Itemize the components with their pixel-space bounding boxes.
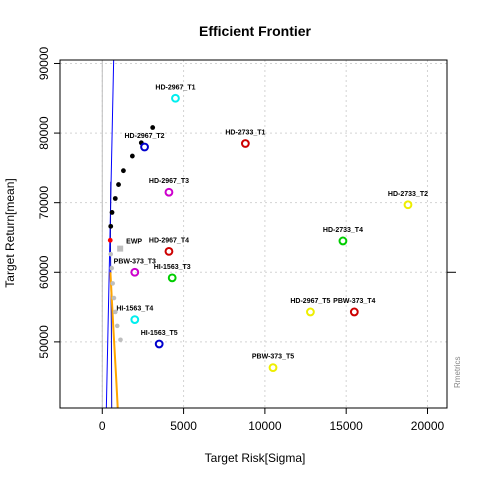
- asset-label: PBW-373_T4: [333, 298, 375, 305]
- asset-label: HI-1563_T4: [116, 306, 153, 313]
- asset-label: HI-1563_T3: [154, 264, 191, 271]
- x-tick-label: 5000: [170, 419, 197, 433]
- asset-point: [154, 339, 164, 349]
- y-axis-label: Target Return[mean]: [3, 178, 17, 287]
- asset-label: HD-2967_T1: [155, 84, 195, 91]
- y-tick-label: 60000: [37, 255, 51, 289]
- asset-point: [349, 307, 359, 317]
- inefficient-point: [109, 265, 115, 271]
- asset-point: [164, 247, 174, 256]
- asset-label: HD-2967_T5: [290, 298, 330, 305]
- asset-label: HD-2733_T4: [323, 227, 363, 234]
- asset-point: [171, 93, 180, 103]
- data-points: [107, 93, 413, 373]
- inefficient-point: [108, 251, 114, 257]
- asset-point: [140, 142, 149, 152]
- point-labels: EWP HD-2967_T1 HD-2967_T2 HD-2733_T1 HD-2967…: [114, 84, 428, 360]
- asset-point: [240, 139, 250, 148]
- asset-point: [130, 267, 140, 277]
- y-tick-label: 90000: [37, 46, 51, 80]
- asset-label: HD-2733_T2: [388, 191, 428, 198]
- inefficient-point: [110, 281, 115, 286]
- asset-label: HD-2967_T3: [149, 178, 189, 185]
- x-axis: 0 5000 10000 15000 20000: [99, 408, 445, 433]
- frontier-point: [129, 153, 135, 159]
- inefficient-point: [114, 323, 120, 329]
- asset-point: [167, 273, 177, 283]
- frontier-point: [121, 168, 126, 174]
- frontier-point: [108, 223, 114, 229]
- asset-label: HD-2967_T2: [125, 133, 165, 140]
- x-axis-label: Target Risk[Sigma]: [205, 451, 306, 465]
- asset-point: [268, 363, 278, 373]
- asset-label: HD-2967_T4: [149, 237, 189, 244]
- market-line: [109, 272, 119, 409]
- ewp-point: [117, 245, 124, 252]
- frontier-point: [109, 210, 115, 215]
- ewp-label: EWP: [126, 239, 142, 246]
- frontier-point: [116, 182, 121, 187]
- y-tick-label: 70000: [37, 186, 51, 220]
- min-variance-point: [107, 237, 113, 243]
- watermark: Rmetrics: [453, 356, 462, 388]
- inefficient-point: [118, 337, 123, 343]
- chart-title: Efficient Frontier: [199, 23, 312, 39]
- asset-label: PBW-373_T5: [252, 354, 294, 361]
- y-tick-label: 80000: [37, 116, 51, 150]
- asset-point: [164, 187, 174, 197]
- asset-label: PBW-373_T3: [114, 258, 156, 265]
- x-tick-label: 10000: [248, 419, 282, 433]
- inefficient-point: [111, 295, 117, 301]
- asset-point: [403, 200, 413, 210]
- x-tick-label: 15000: [329, 419, 363, 433]
- x-tick-label: 0: [99, 419, 106, 433]
- inefficient-point: [112, 309, 118, 315]
- asset-label: HD-2733_T1: [225, 130, 265, 137]
- frontier-point: [112, 196, 118, 201]
- x-tick-label: 20000: [411, 419, 445, 433]
- frontier-point: [150, 125, 156, 130]
- y-tick-label: 50000: [37, 325, 51, 359]
- asset-point: [130, 315, 140, 325]
- y-axis: 50000 60000 70000 80000 90000: [37, 46, 60, 359]
- plot-frame: [59, 59, 448, 409]
- asset-point: [338, 236, 348, 246]
- asset-point: [306, 307, 315, 317]
- frontier-lines: [101, 59, 119, 409]
- asset-label: HI-1563_T5: [141, 330, 178, 337]
